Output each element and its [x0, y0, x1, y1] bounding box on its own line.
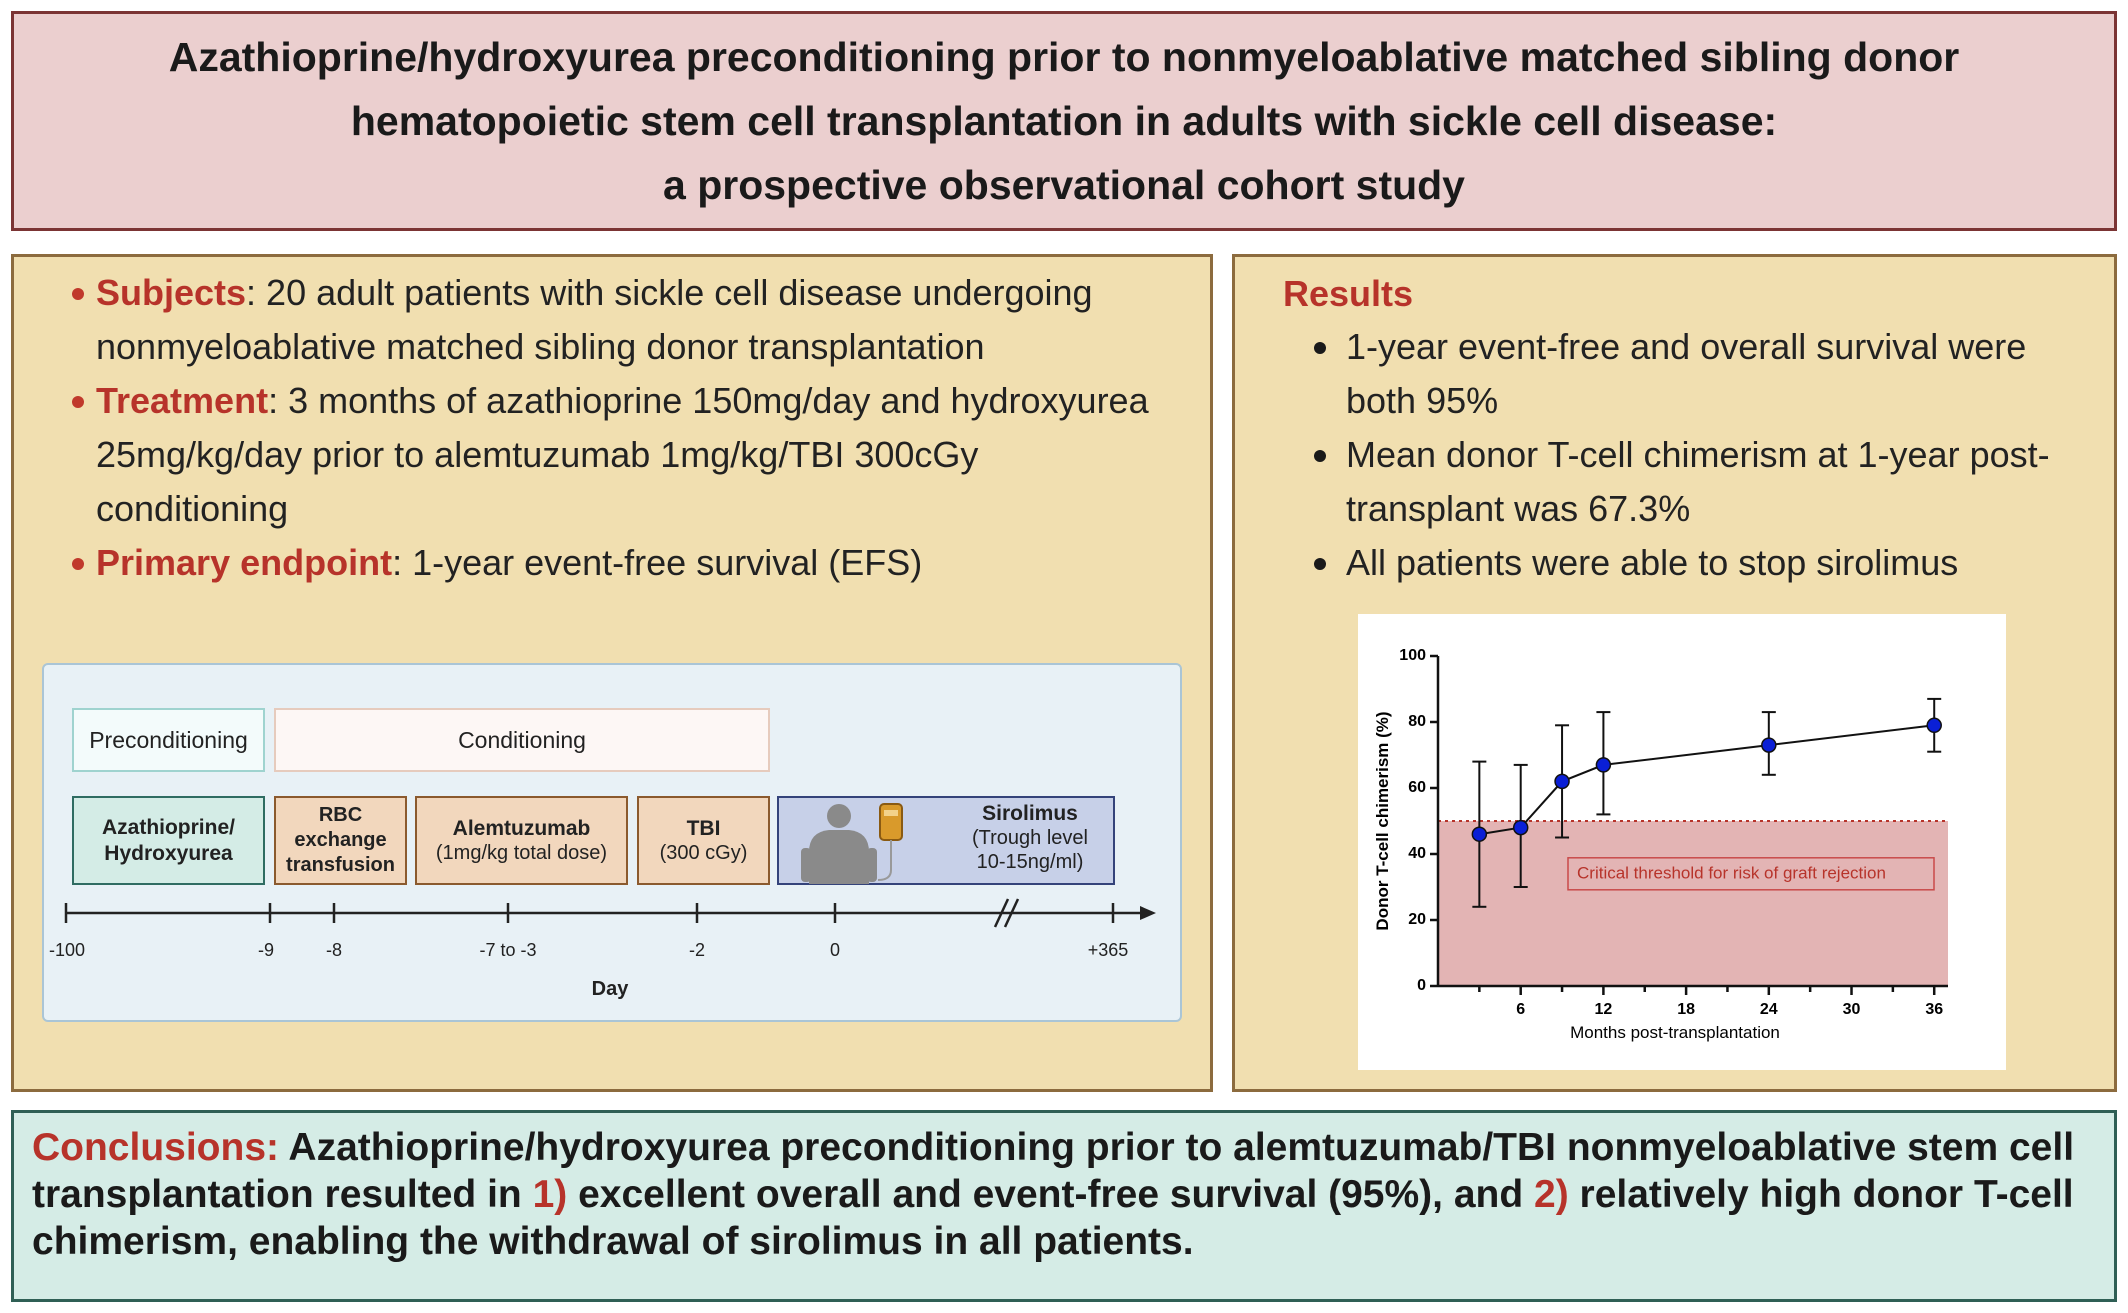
treatment-item: Treatment: 3 months of azathioprine 150m…	[72, 374, 1176, 536]
title-line-1: Azathioprine/hydroxyurea preconditioning…	[168, 34, 1960, 80]
title-line-2: hematopoietic stem cell transplantation …	[350, 98, 1778, 144]
alemtuzumab-title: Alemtuzumab	[452, 816, 591, 840]
endpoint-text: : 1-year event-free survival (EFS)	[392, 542, 923, 583]
sirolimus-title: Sirolimus	[982, 802, 1078, 825]
x-tick-label: 6	[1516, 1001, 1525, 1018]
result-text-sirolimus: All patients were able to stop sirolimus	[1346, 542, 1959, 583]
y-axis-label: Donor T-cell chimerism (%)	[1373, 711, 1392, 930]
data-point	[1926, 717, 1942, 734]
chimerism-chart: 0 20 40 60 80 100 6 12 18 24 30 36 Critical thresho…	[1373, 647, 1948, 1042]
x-axis-label: Months post-transplantation	[1570, 1023, 1780, 1042]
treatment-text: : 3 months of azathioprine 150mg/day and…	[96, 380, 1149, 529]
y-tick-label: 60	[1408, 779, 1426, 796]
rbc-exchange-box: RBC exchange transfusion	[274, 796, 407, 885]
x-tick-label: 30	[1843, 1001, 1861, 1018]
subjects-text: : 20 adult patients with sickle cell dis…	[96, 272, 1093, 367]
timeline-axis	[64, 898, 1156, 928]
title-line-3: a prospective observational cohort study	[663, 162, 1465, 208]
azathioprine-hydroxyurea-box: Azathioprine/ Hydroxyurea	[72, 796, 265, 885]
result-item: All patients were able to stop sirolimus	[1314, 536, 2086, 590]
data-point	[1595, 757, 1612, 773]
results-list: 1-year event-free and overall survival w…	[1314, 320, 2086, 590]
result-text-efs: 1-year event-free and overall survival w…	[1346, 326, 2027, 421]
conclusion-panel	[11, 1110, 2117, 1302]
tick-day-minus-100: -100	[48, 940, 86, 960]
conditioning-phase: Conditioning	[274, 708, 770, 772]
result-item: Mean donor T-cell chimerism at 1-year po…	[1314, 428, 2086, 536]
rbc-line-3: transfusion	[286, 854, 395, 876]
bullet-icon	[1314, 450, 1326, 462]
study-title: Azathioprine/hydroxyurea preconditioning…	[114, 25, 2014, 217]
aza-line-2: Hydroxyurea	[104, 841, 233, 865]
conclusion-label: Conclusions:	[32, 1126, 280, 1169]
chart-marks	[1471, 697, 1942, 908]
result-text-chimerism: Mean donor T-cell chimerism at 1-year po…	[1346, 434, 2050, 529]
result-item: 1-year event-free and overall survival w…	[1314, 320, 2086, 428]
data-point	[1554, 773, 1570, 790]
threshold-area	[1438, 821, 1948, 986]
bullet-icon	[1314, 342, 1326, 354]
threshold-label: Critical threshold for risk of graft rej…	[1577, 863, 1886, 882]
data-point	[1512, 819, 1529, 836]
y-tick-label: 20	[1408, 911, 1426, 928]
chart-axes: 0 20 40 60 80 100 6 12 18 24 30 36	[1399, 647, 1948, 1018]
endpoint-label: Primary endpoint	[96, 542, 393, 583]
sirolimus-trough: (Trough level	[972, 827, 1088, 849]
conclusion-part-2: excellent overall and event-free surviva…	[567, 1173, 1535, 1216]
aza-line-1: Azathioprine/	[101, 815, 235, 839]
sirolimus-range: 10-15ng/ml)	[976, 851, 1084, 873]
conclusion-part-3: relatively high donor T-cell chimerism, …	[32, 1173, 2074, 1263]
rbc-line-1: RBC	[318, 804, 363, 826]
preconditioning-phase: Preconditioning	[72, 708, 265, 772]
tick-day-minus-9: -9	[257, 940, 274, 960]
day-axis-label: Day	[591, 978, 629, 1000]
y-tick-label: 100	[1399, 647, 1426, 664]
title-banner: Azathioprine/hydroxyurea preconditioning…	[11, 11, 2117, 231]
alemtuzumab-box: Alemtuzumab (1mg/kg total dose)	[415, 796, 628, 885]
conclusion-text: Conclusions: Azathioprine/hydroxyurea pr…	[32, 1124, 2102, 1265]
tick-day-minus-2: -2	[688, 940, 705, 960]
series-line	[1479, 724, 1935, 836]
x-tick-label: 24	[1760, 1001, 1778, 1018]
bullet-icon	[72, 396, 84, 408]
tbi-title: TBI	[686, 816, 721, 840]
tbi-box: TBI (300 cGy)	[637, 796, 770, 885]
alemtuzumab-detail: (1mg/kg total dose)	[435, 841, 608, 864]
endpoint-item: Primary endpoint: 1-year event-free surv…	[72, 536, 1176, 590]
y-tick-label: 0	[1417, 977, 1426, 994]
data-point	[1471, 826, 1488, 842]
sirolimus-text: Sirolimus (Trough level 10-15ng/ml)	[945, 802, 1115, 874]
data-point	[1761, 737, 1777, 753]
tick-day-plus-365: +365	[1087, 940, 1129, 960]
y-tick-label: 40	[1408, 845, 1426, 862]
conclusion-number-1: 1)	[532, 1173, 568, 1216]
methods-list: Subjects: 20 adult patients with sickle …	[72, 266, 1176, 590]
bullet-icon	[72, 558, 84, 570]
tick-day-minus-7-to-3: -7 to -3	[479, 940, 537, 960]
subjects-label: Subjects	[96, 272, 247, 313]
tbi-detail: (300 cGy)	[659, 841, 748, 864]
subjects-item: Subjects: 20 adult patients with sickle …	[72, 266, 1176, 374]
x-tick-label: 12	[1595, 1001, 1613, 1018]
conclusion-number-2: 2)	[1534, 1173, 1569, 1216]
rbc-line-2: exchange	[294, 829, 387, 851]
axis-break-icon	[993, 898, 1020, 928]
tick-day-0: 0	[829, 940, 840, 960]
iv-bag-icon	[877, 803, 903, 881]
tick-day-minus-8: -8	[325, 940, 342, 960]
results-heading: Results	[1283, 273, 1414, 314]
x-tick-label: 36	[1925, 1001, 1943, 1018]
x-tick-label: 18	[1677, 1001, 1695, 1018]
bullet-icon	[72, 288, 84, 300]
bullet-icon	[1314, 558, 1326, 570]
threshold-label-box	[1567, 857, 1935, 891]
y-tick-label: 80	[1408, 713, 1426, 730]
conclusion-part-1: Azathioprine/hydroxyurea preconditioning…	[32, 1126, 2075, 1216]
treatment-label: Treatment	[96, 380, 269, 421]
patient-silhouette-icon	[801, 804, 877, 884]
